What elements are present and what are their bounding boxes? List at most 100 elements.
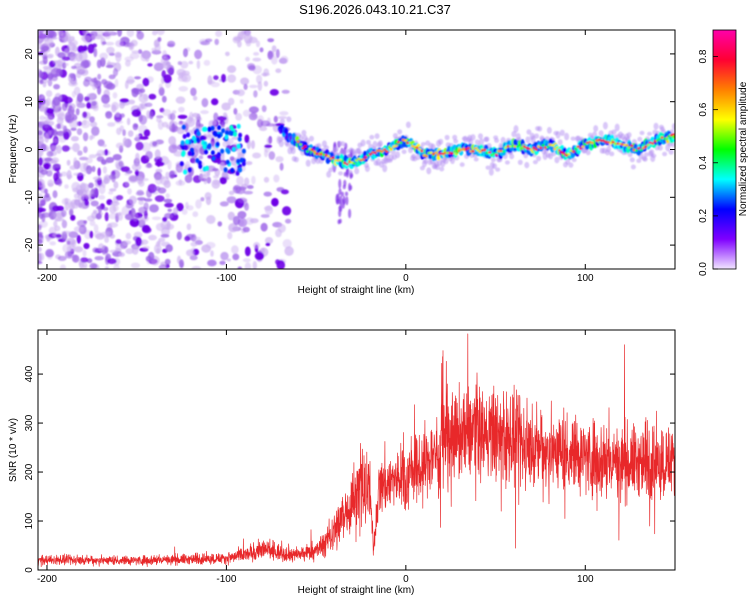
noise-blob [57,177,63,187]
noise-blob [231,136,240,140]
ridge-halo [278,139,284,148]
ridge-peak [408,141,412,144]
noise-blob [213,75,219,81]
noise-blob [205,196,212,206]
ridge-halo [326,171,332,178]
noise-blob [127,130,134,138]
ridge-peak [331,156,335,159]
noise-blob [38,261,43,265]
noise-blob [53,84,60,90]
noise-blob [245,217,254,225]
noise-blob [164,258,171,266]
ridge-peak [469,150,473,153]
noise-blob [165,244,173,253]
colorbar-ticks: 0.0 0.2 0.4 0.6 0.8 [698,49,718,276]
noise-blob [112,154,122,161]
noise-blob [130,41,134,50]
ridge-peak [623,143,627,147]
noise-blob [129,195,137,205]
noise-blob [251,140,255,150]
ridge-halo [484,136,490,142]
noise-blob [173,150,184,157]
noise-blob [263,176,270,183]
noise-blob [76,219,87,227]
noise-blob [201,98,209,108]
ridge-halo [423,159,429,165]
noise-blob [142,245,150,250]
x-tick-label: -100 [216,574,236,585]
noise-blob [138,113,143,123]
noise-blob [275,48,280,59]
ridge-peak [483,148,487,152]
ridge-halo [453,139,459,144]
noise-blob [105,157,115,163]
ridge-peak [602,139,606,142]
ridge-halo [452,134,458,141]
noise-blob [195,199,202,209]
spectrogram-y-ticks: -20 -10 0 10 20 [24,48,675,252]
noise-blob [40,120,51,125]
noise-blob [110,201,120,206]
noise-blob [169,170,175,179]
noise-blob [181,208,188,215]
noise-blob [232,184,242,194]
noise-blob [154,161,165,167]
noise-blob [74,246,83,252]
noise-blob [228,97,235,106]
noise-blob [164,212,173,219]
ridge-peak [564,154,568,157]
noise-blob [42,54,48,60]
noise-blob [73,193,79,199]
noise-blob [76,128,83,136]
noise-blob [219,161,225,172]
ridge-peak [378,149,382,152]
ridge-peak [471,150,475,153]
ridge-peak [646,143,650,147]
noise-blob [131,50,140,54]
ridge-halo [532,160,538,165]
noise-blob [76,71,82,79]
noise-blob [71,65,77,70]
noise-blob [122,137,128,147]
noise-blob [105,64,114,69]
cluster-blob [204,149,209,155]
noise-blob [50,159,58,164]
noise-blob [111,104,117,113]
ridge-peak [364,156,368,159]
ridge-peak [357,157,361,160]
noise-blob [61,56,71,61]
noise-blob [340,191,344,197]
ridge-peak [478,150,482,153]
noise-blob [41,45,50,52]
noise-blob [83,79,90,87]
ridge-peak [557,149,561,152]
noise-blob [206,176,212,184]
noise-blob [266,137,273,145]
noise-blob [113,264,120,269]
noise-blob [264,205,273,211]
noise-blob [84,169,92,174]
ridge-peak [639,148,643,152]
noise-blob [156,247,161,254]
ridge-peak [606,141,610,144]
noise-blob [52,190,58,199]
noise-blob [115,111,120,117]
noise-blob [44,38,54,48]
noise-blob [47,79,53,87]
noise-blob [207,75,213,86]
noise-blob [49,166,55,172]
noise-blob [144,102,153,108]
snr-panel: -200 -100 0 100 0 100 200 300 400 Height of str… [8,329,676,596]
noise-blob [46,108,55,114]
cluster-blob [181,124,186,130]
noise-blob [76,234,82,244]
noise-blob [38,246,42,253]
noise-blob [148,234,157,241]
noise-blob [186,223,192,231]
noise-blob [121,205,131,216]
ridge-halo [390,149,396,155]
ridge-halo [470,134,476,141]
noise-blob [207,259,217,267]
cluster-blob [195,137,200,143]
noise-blob [70,214,76,221]
